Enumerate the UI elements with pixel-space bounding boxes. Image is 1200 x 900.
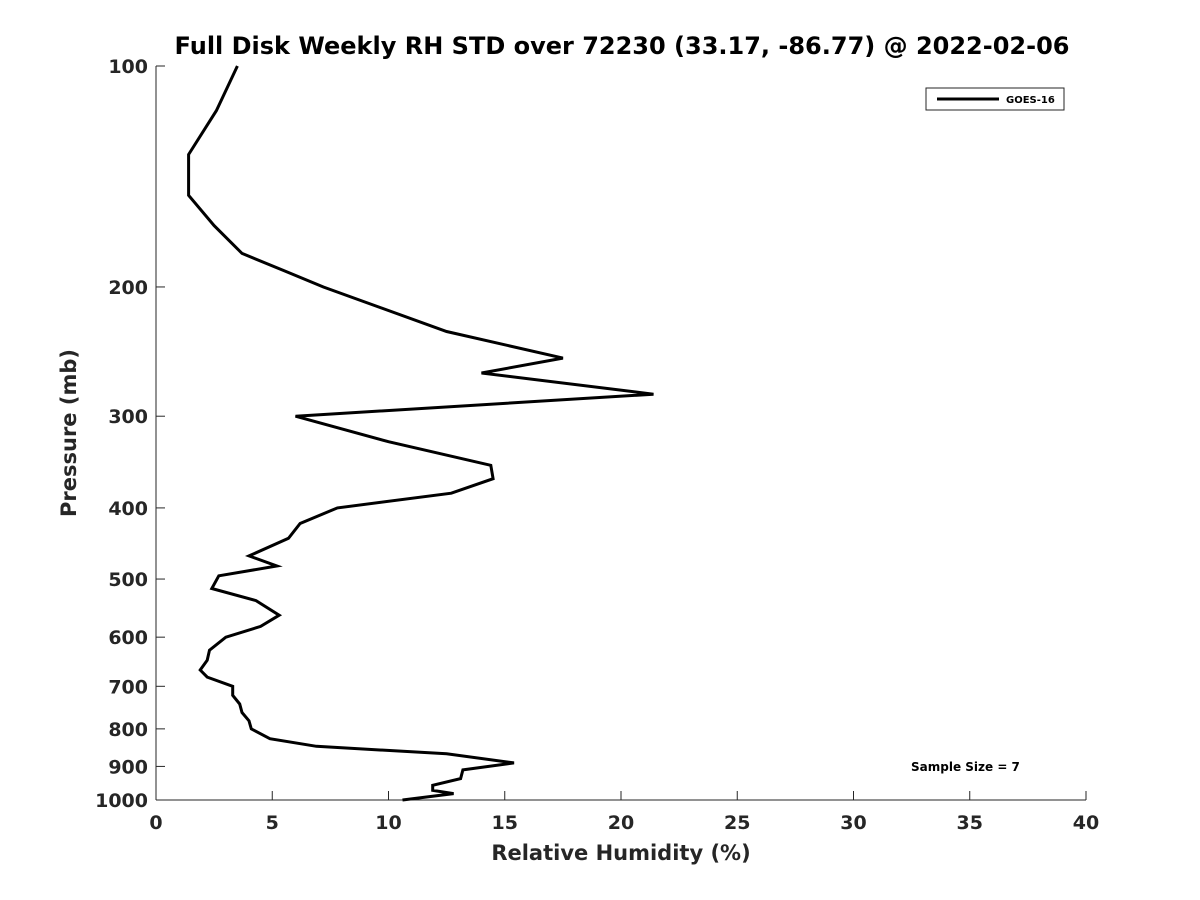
chart-title: Full Disk Weekly RH STD over 72230 (33.1…: [175, 32, 1070, 60]
x-tick-label: 40: [1073, 812, 1099, 834]
legend-entry-label: GOES-16: [1006, 95, 1055, 106]
y-tick-label: 700: [108, 676, 148, 698]
x-tick-label: 10: [375, 812, 401, 834]
y-tick-label: 600: [108, 627, 148, 649]
x-tick-label: 0: [149, 812, 162, 834]
y-tick-label: 1000: [95, 790, 148, 812]
x-tick-label: 25: [724, 812, 750, 834]
sample-size-annotation: Sample Size = 7: [911, 760, 1020, 774]
legend: GOES-16: [925, 87, 1065, 111]
y-tick-label: 900: [108, 756, 148, 778]
x-tick-label: 35: [957, 812, 983, 834]
y-tick-label: 200: [108, 277, 148, 299]
x-tick-label: 20: [608, 812, 634, 834]
y-tick-label: 400: [108, 498, 148, 520]
axes: 0 5 10 15 20 25 30 35 40 100 200 300 400 500 600 700 800…: [95, 56, 1099, 834]
y-tick-label: 300: [108, 406, 148, 428]
x-tick-label: 5: [266, 812, 279, 834]
y-axis-label: Pressure (mb): [57, 349, 81, 517]
y-tick-label: 800: [108, 719, 148, 741]
y-tick-label: 500: [108, 569, 148, 591]
x-tick-label: 30: [840, 812, 866, 834]
x-axis-label: Relative Humidity (%): [491, 841, 750, 865]
series-layer: [187, 65, 654, 802]
series-line-goes-16: [187, 65, 654, 802]
x-tick-label: 15: [492, 812, 518, 834]
y-tick-label: 100: [108, 56, 148, 78]
